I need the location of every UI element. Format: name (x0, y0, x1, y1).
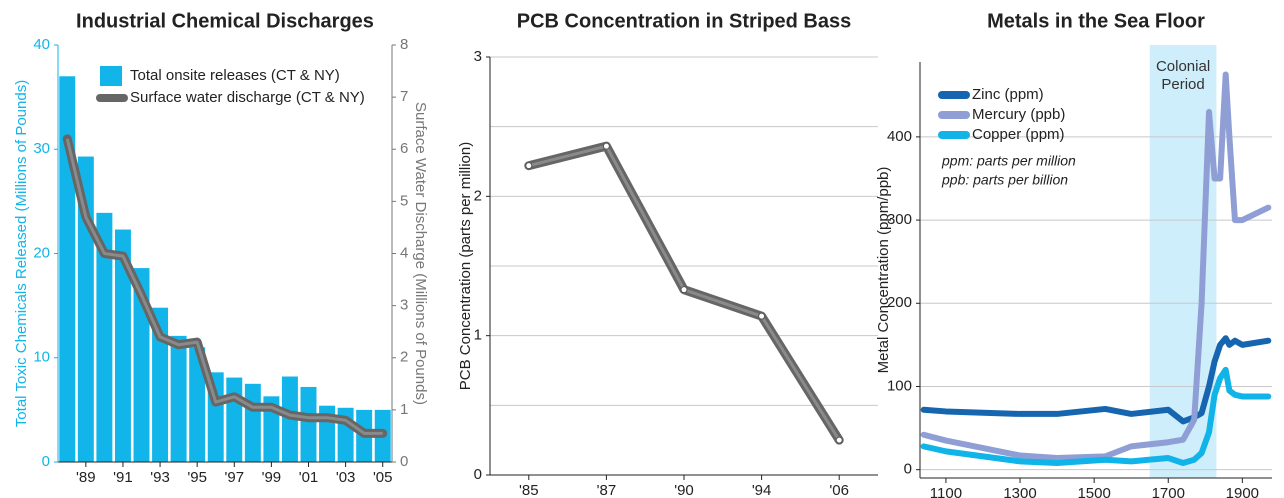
point (835, 436, 843, 444)
x-tick-label: '95 (187, 469, 207, 486)
x-tick-label: '91 (113, 469, 133, 486)
point (758, 312, 766, 320)
y-tick-label: 400 (887, 128, 912, 145)
x-tick-label: 1300 (1003, 485, 1036, 498)
y-axis-title: Metal Concentration (ppm/ppb) (875, 167, 892, 374)
y2-tick-label: 6 (400, 140, 408, 157)
x-tick-label: '94 (752, 482, 772, 498)
bar (59, 76, 76, 463)
y2-tick-label: 4 (400, 244, 408, 261)
y2-tick-label: 8 (400, 36, 408, 53)
y-tick-label: 0 (474, 466, 482, 483)
bar (226, 377, 243, 462)
legend-label: Copper (ppm) (972, 126, 1065, 143)
x-tick-label: '87 (597, 482, 617, 498)
y2-tick-label: 1 (400, 401, 408, 418)
x-tick-label: '97 (224, 469, 244, 486)
y2-axis-title: Surface Water Discharge (Millions of Pou… (412, 102, 429, 405)
note: ppb: parts per billion (941, 172, 1068, 188)
y2-tick-label: 2 (400, 349, 408, 366)
series-line (920, 366, 1272, 467)
bar (114, 229, 131, 462)
x-tick-label: '90 (674, 482, 694, 498)
y-tick-label: 40 (33, 36, 50, 53)
x-tick-label: '06 (829, 482, 849, 498)
legend-label: Mercury (ppb) (972, 106, 1065, 123)
y-tick-label: 100 (887, 377, 912, 394)
x-tick-label: '93 (150, 469, 170, 486)
y-tick-label: 10 (33, 349, 50, 366)
series-line-highlight (65, 138, 383, 435)
y2-tick-label: 5 (400, 192, 408, 209)
bar (96, 212, 113, 462)
chart-title: PCB Concentration in Striped Bass (517, 10, 852, 32)
series-line (920, 335, 1272, 425)
y-tick-label: 30 (33, 140, 50, 157)
chart-title: Industrial Chemical Discharges (76, 10, 374, 32)
band-label: Colonial Period (1155, 58, 1211, 93)
y-tick-label: 200 (887, 294, 912, 311)
x-tick-label: '05 (373, 469, 393, 486)
y2-tick-label: 7 (400, 88, 408, 105)
x-tick-label: '03 (336, 469, 356, 486)
bar (133, 268, 150, 462)
point (602, 142, 610, 150)
legend-label: Surface water discharge (CT & NY) (130, 89, 365, 106)
x-tick-label: 1500 (1077, 485, 1110, 498)
x-tick-label: '85 (519, 482, 539, 498)
y-tick-label: 0 (904, 461, 912, 478)
y-tick-label: 300 (887, 211, 912, 228)
bar (152, 307, 169, 462)
x-tick-label: 1900 (1226, 485, 1259, 498)
series-line (62, 134, 388, 438)
y-tick-label: 3 (474, 48, 482, 65)
bar (244, 383, 261, 462)
x-tick-label: 1700 (1152, 485, 1185, 498)
y2-tick-label: 0 (400, 453, 408, 470)
point (525, 162, 533, 170)
bar (189, 347, 206, 462)
y-axis-title: Total Toxic Chemicals Released (Millions… (13, 80, 30, 427)
x-tick-label: '99 (262, 469, 282, 486)
y-tick-label: 1 (474, 327, 482, 344)
bar (300, 386, 317, 462)
y-tick-label: 2 (474, 187, 482, 204)
legend-label: Total onsite releases (CT & NY) (130, 67, 340, 84)
chart-title: Metals in the Sea Floor (987, 10, 1205, 32)
y-tick-label: 20 (33, 244, 50, 261)
bar (170, 335, 187, 462)
y-tick-label: 0 (42, 453, 50, 470)
x-tick-label: '89 (76, 469, 96, 486)
series-line (920, 71, 1272, 462)
x-tick-label: '01 (299, 469, 319, 486)
point (680, 286, 688, 294)
x-tick-label: 1100 (930, 485, 962, 498)
y2-tick-label: 3 (400, 297, 408, 314)
y-axis-title: PCB Concentration (parts per million) (457, 142, 474, 390)
legend-swatch (100, 66, 122, 86)
note: ppm: parts per million (941, 153, 1076, 169)
legend-label: Zinc (ppm) (972, 86, 1044, 103)
